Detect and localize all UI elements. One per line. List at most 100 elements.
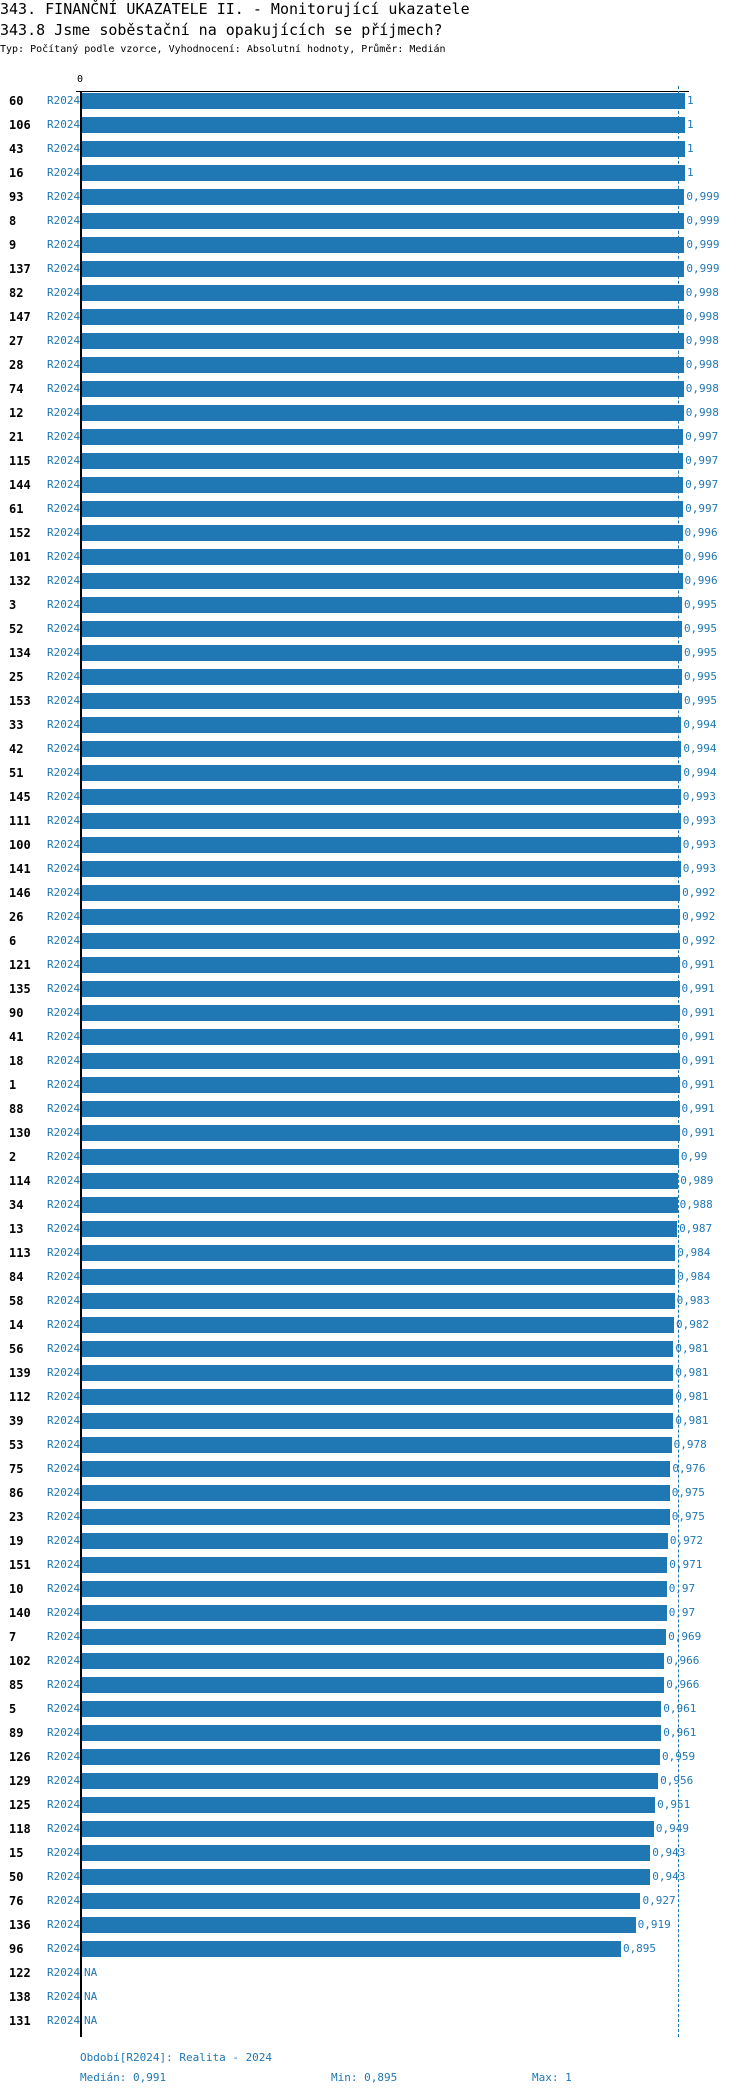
value-label: 0,97	[668, 1606, 696, 1619]
period-label: R2024	[47, 862, 81, 875]
bar	[82, 621, 682, 637]
period-label: R2024	[47, 1918, 81, 1931]
category-label: 42	[9, 742, 24, 756]
bar	[82, 1749, 660, 1765]
bar	[82, 1269, 676, 1285]
period-label: R2024	[47, 502, 81, 515]
value-label-na: NA	[84, 1966, 98, 1979]
category-label: 21	[9, 430, 24, 444]
value-label: 0,992	[682, 910, 716, 923]
category-label: 122	[9, 1966, 31, 1980]
axis-zero-tick-label: 0	[77, 74, 84, 85]
min-stat: Min: 0,895	[331, 2071, 398, 2084]
value-label: 0,895	[622, 1942, 657, 1955]
value-label: 0,961	[663, 1726, 697, 1739]
bar	[82, 909, 681, 925]
value-label: 0,996	[684, 526, 718, 539]
bar	[82, 1629, 667, 1645]
period-label: R2024	[47, 1702, 81, 1715]
bar	[82, 933, 681, 949]
value-label: 0,991	[681, 1078, 715, 1091]
value-label: 1	[687, 166, 694, 179]
value-label: 0,993	[682, 814, 716, 827]
period-label: R2024	[47, 1438, 81, 1451]
value-label: 0,966	[666, 1654, 700, 1667]
bar	[82, 189, 685, 205]
period-label: R2024	[47, 382, 81, 395]
period-label: R2024	[47, 982, 81, 995]
value-label: 0,995	[683, 646, 718, 659]
category-label: 43	[9, 142, 24, 156]
bar	[82, 93, 685, 109]
category-label: 145	[9, 790, 31, 804]
value-label: 0,983	[676, 1294, 710, 1307]
period-label: R2024	[47, 406, 81, 419]
bar	[82, 141, 685, 157]
period-label: R2024	[47, 1054, 81, 1067]
bar	[82, 1869, 651, 1885]
bar	[82, 1077, 680, 1093]
bar	[82, 429, 684, 445]
value-label: 0,99	[680, 1150, 708, 1163]
bar	[82, 1773, 659, 1789]
value-label-na: NA	[84, 2014, 98, 2027]
period-label: R2024	[47, 1414, 81, 1427]
period-label: R2024	[47, 286, 81, 299]
period-legend: Období[R2024]: Realita - 2024	[80, 2051, 273, 2064]
category-label: 7	[9, 1630, 17, 1644]
value-label: 0,999	[686, 262, 720, 275]
period-label: R2024	[47, 814, 81, 827]
period-label: R2024	[47, 1390, 81, 1403]
period-label: R2024	[47, 1654, 81, 1667]
period-label: R2024	[47, 622, 81, 635]
bar	[82, 1341, 674, 1357]
period-label: R2024	[47, 238, 81, 251]
category-label: 113	[9, 1246, 31, 1260]
bar	[82, 1941, 621, 1957]
value-label: 0,991	[681, 1126, 715, 1139]
bar	[82, 213, 685, 229]
category-label: 15	[9, 1846, 24, 1860]
value-label: 0,998	[685, 406, 719, 419]
period-label: R2024	[47, 1198, 81, 1211]
category-label: 111	[9, 814, 31, 828]
category-label: 126	[9, 1750, 31, 1764]
period-label: R2024	[47, 886, 81, 899]
value-label: 0,993	[682, 862, 716, 875]
value-label: 0,997	[685, 454, 719, 467]
category-label: 34	[9, 1198, 24, 1212]
bar	[82, 1605, 667, 1621]
value-label: 0,997	[685, 430, 719, 443]
chart-meta: Typ: Počítaný podle vzorce, Vyhodnocení:…	[0, 44, 446, 55]
period-label: R2024	[47, 838, 81, 851]
category-label: 41	[9, 1030, 24, 1044]
bar	[82, 1413, 674, 1429]
category-label: 3	[9, 598, 17, 612]
bar	[82, 1149, 679, 1165]
period-label: R2024	[47, 1774, 81, 1787]
bar	[82, 789, 681, 805]
bar	[82, 1461, 671, 1477]
category-label: 74	[9, 382, 24, 396]
category-label: 6	[9, 934, 17, 948]
category-label: 10	[9, 1582, 24, 1596]
category-label: 14	[9, 1318, 24, 1332]
category-label: 132	[9, 574, 31, 588]
category-label: 82	[9, 286, 24, 300]
value-label: 0,995	[683, 694, 718, 707]
period-label: R2024	[47, 1222, 81, 1235]
value-label: 0,999	[686, 238, 720, 251]
period-label: R2024	[47, 1870, 81, 1883]
period-label: R2024	[47, 262, 81, 275]
value-label: 0,994	[683, 718, 717, 731]
value-label: 0,999	[686, 214, 720, 227]
bar	[82, 1245, 676, 1261]
value-label: 0,997	[685, 502, 719, 515]
bar	[82, 501, 684, 517]
value-label: 0,991	[681, 1054, 715, 1067]
bar	[82, 981, 680, 997]
period-label: R2024	[47, 766, 81, 779]
bar	[82, 1581, 667, 1597]
bar	[82, 117, 685, 133]
bar	[82, 957, 680, 973]
